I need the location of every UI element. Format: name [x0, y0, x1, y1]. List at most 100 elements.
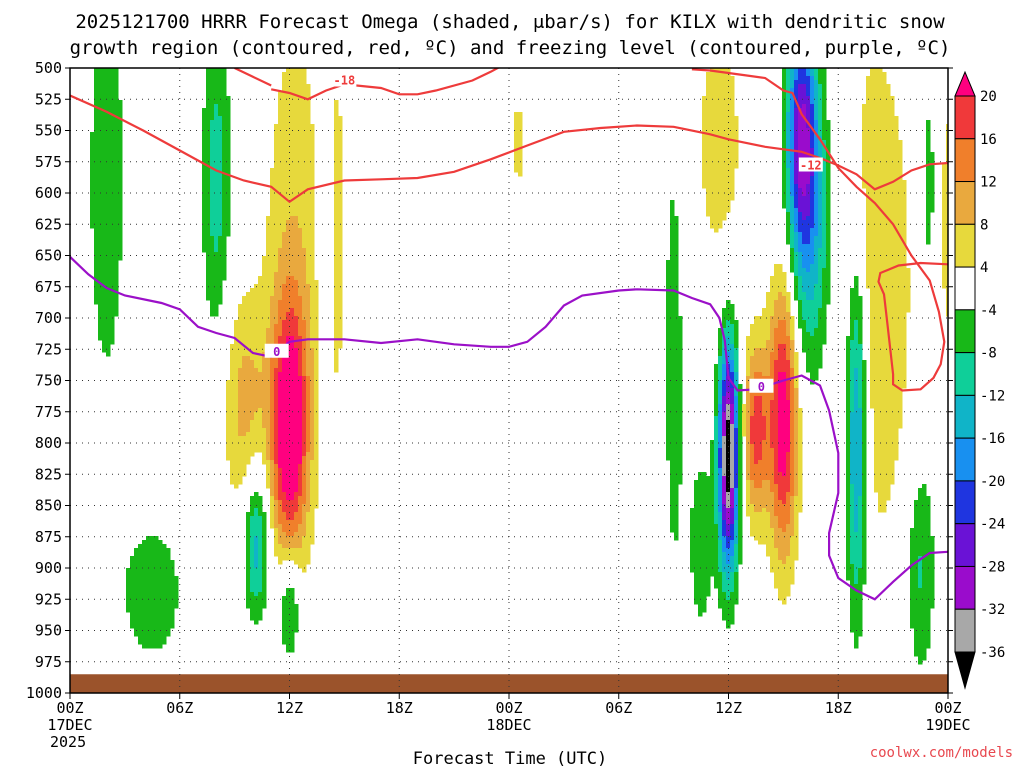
omega-cell: [126, 568, 131, 613]
omega-cell: [254, 536, 259, 569]
omega-cell: [718, 448, 723, 469]
omega-cell: [814, 284, 819, 329]
omega-cell: [730, 488, 735, 509]
omega-cell: [282, 232, 287, 285]
omega-cell: [730, 556, 735, 573]
omega-cell: [238, 304, 243, 369]
colorbar-bin: [954, 309, 976, 354]
colorbar-tick-label: 16: [980, 132, 997, 148]
x-axis-label: Forecast Time (UTC): [413, 749, 607, 768]
omega-cell: [798, 252, 803, 277]
omega-cell: [802, 268, 807, 293]
omega-cell: [802, 320, 807, 353]
omega-cell: [214, 104, 219, 253]
x-tick-label: 06Z: [605, 699, 632, 717]
omega-cell: [810, 228, 815, 265]
y-tick-label: 575: [35, 153, 62, 171]
omega-cell: [706, 72, 711, 217]
omega-cell: [850, 484, 855, 565]
omega-cell: [786, 556, 791, 597]
omega-cell: [302, 504, 307, 537]
omega-cell: [226, 96, 231, 237]
omega-cell: [726, 352, 731, 365]
y-tick-label: 750: [35, 372, 62, 390]
colorbar-bin: [954, 608, 976, 653]
omega-cell: [922, 484, 927, 661]
omega-cell: [786, 212, 791, 245]
omega-cell: [298, 524, 303, 549]
omega-cell: [722, 380, 727, 397]
omega-cell: [258, 276, 263, 373]
omega-cell: [286, 68, 291, 221]
omega-cell: [858, 344, 863, 409]
colorbar-bin: [954, 266, 976, 311]
omega-cell: [214, 252, 219, 317]
omega-cell: [762, 508, 767, 545]
omega-cell: [782, 564, 787, 605]
y-tick-label: 550: [35, 122, 62, 140]
omega-cell: [818, 136, 823, 249]
omega-cell: [734, 544, 739, 573]
omega-cell: [798, 188, 803, 213]
omega-cell: [262, 352, 267, 429]
omega-cell: [770, 492, 775, 529]
omega-cell: [254, 368, 259, 413]
omega-cell: [718, 512, 723, 541]
omega-cell: [274, 272, 279, 325]
omega-cell: [878, 68, 883, 513]
omega-cell: [766, 340, 771, 377]
y-tick-label: 700: [35, 309, 62, 327]
omega-cell: [750, 416, 755, 445]
omega-cell: [270, 460, 275, 497]
omega-cell: [898, 140, 903, 429]
omega-cell: [722, 396, 727, 413]
omega-cell: [806, 68, 811, 77]
y-tick-label: 775: [35, 403, 62, 421]
omega-cell: [702, 96, 707, 189]
omega-cell: [794, 80, 799, 109]
omega-cell: [302, 536, 307, 573]
omega-cell: [794, 496, 799, 561]
omega-cell: [150, 536, 155, 649]
omega-cell: [286, 500, 291, 521]
omega-cell: [146, 536, 151, 649]
omega-cell: [858, 408, 863, 497]
omega-cell: [306, 452, 311, 513]
omega-cell: [142, 540, 147, 649]
omega-cell: [254, 284, 259, 369]
omega-cell: [250, 496, 255, 517]
omega-cell: [782, 296, 787, 321]
omega-cell: [282, 532, 287, 549]
omega-cell: [298, 336, 303, 377]
omega-cell: [818, 84, 823, 137]
omega-cell: [846, 336, 851, 581]
omega-cell: [278, 468, 283, 501]
omega-cell: [786, 492, 791, 525]
omega-cell: [874, 68, 879, 493]
omega-cell: [294, 68, 299, 217]
y-tick-label: 725: [35, 340, 62, 358]
omega-cell: [778, 500, 783, 529]
omega-cell: [762, 480, 767, 509]
omega-cell: [806, 244, 811, 273]
omega-cell: [250, 516, 255, 593]
omega-cell: [290, 216, 295, 277]
omega-cell: [782, 320, 787, 345]
omega-cell: [854, 320, 859, 369]
colorbar-bin: [954, 437, 976, 482]
omega-cell: [726, 320, 731, 337]
omega-cell: [790, 224, 795, 249]
omega-cell: [258, 408, 263, 453]
omega-cell: [734, 572, 739, 605]
omega-cell: [286, 588, 291, 653]
omega-cell: [754, 464, 759, 489]
omega-cell: [774, 360, 779, 485]
omega-cell: [926, 496, 931, 649]
omega-cell: [794, 208, 799, 233]
omega-cell: [946, 124, 948, 317]
omega-cell: [786, 112, 791, 169]
colorbar-tick-label: -20: [980, 474, 1005, 490]
omega-cell: [790, 368, 795, 497]
omega-cell: [774, 328, 779, 361]
contour-label-0-left-bg: [264, 343, 289, 358]
